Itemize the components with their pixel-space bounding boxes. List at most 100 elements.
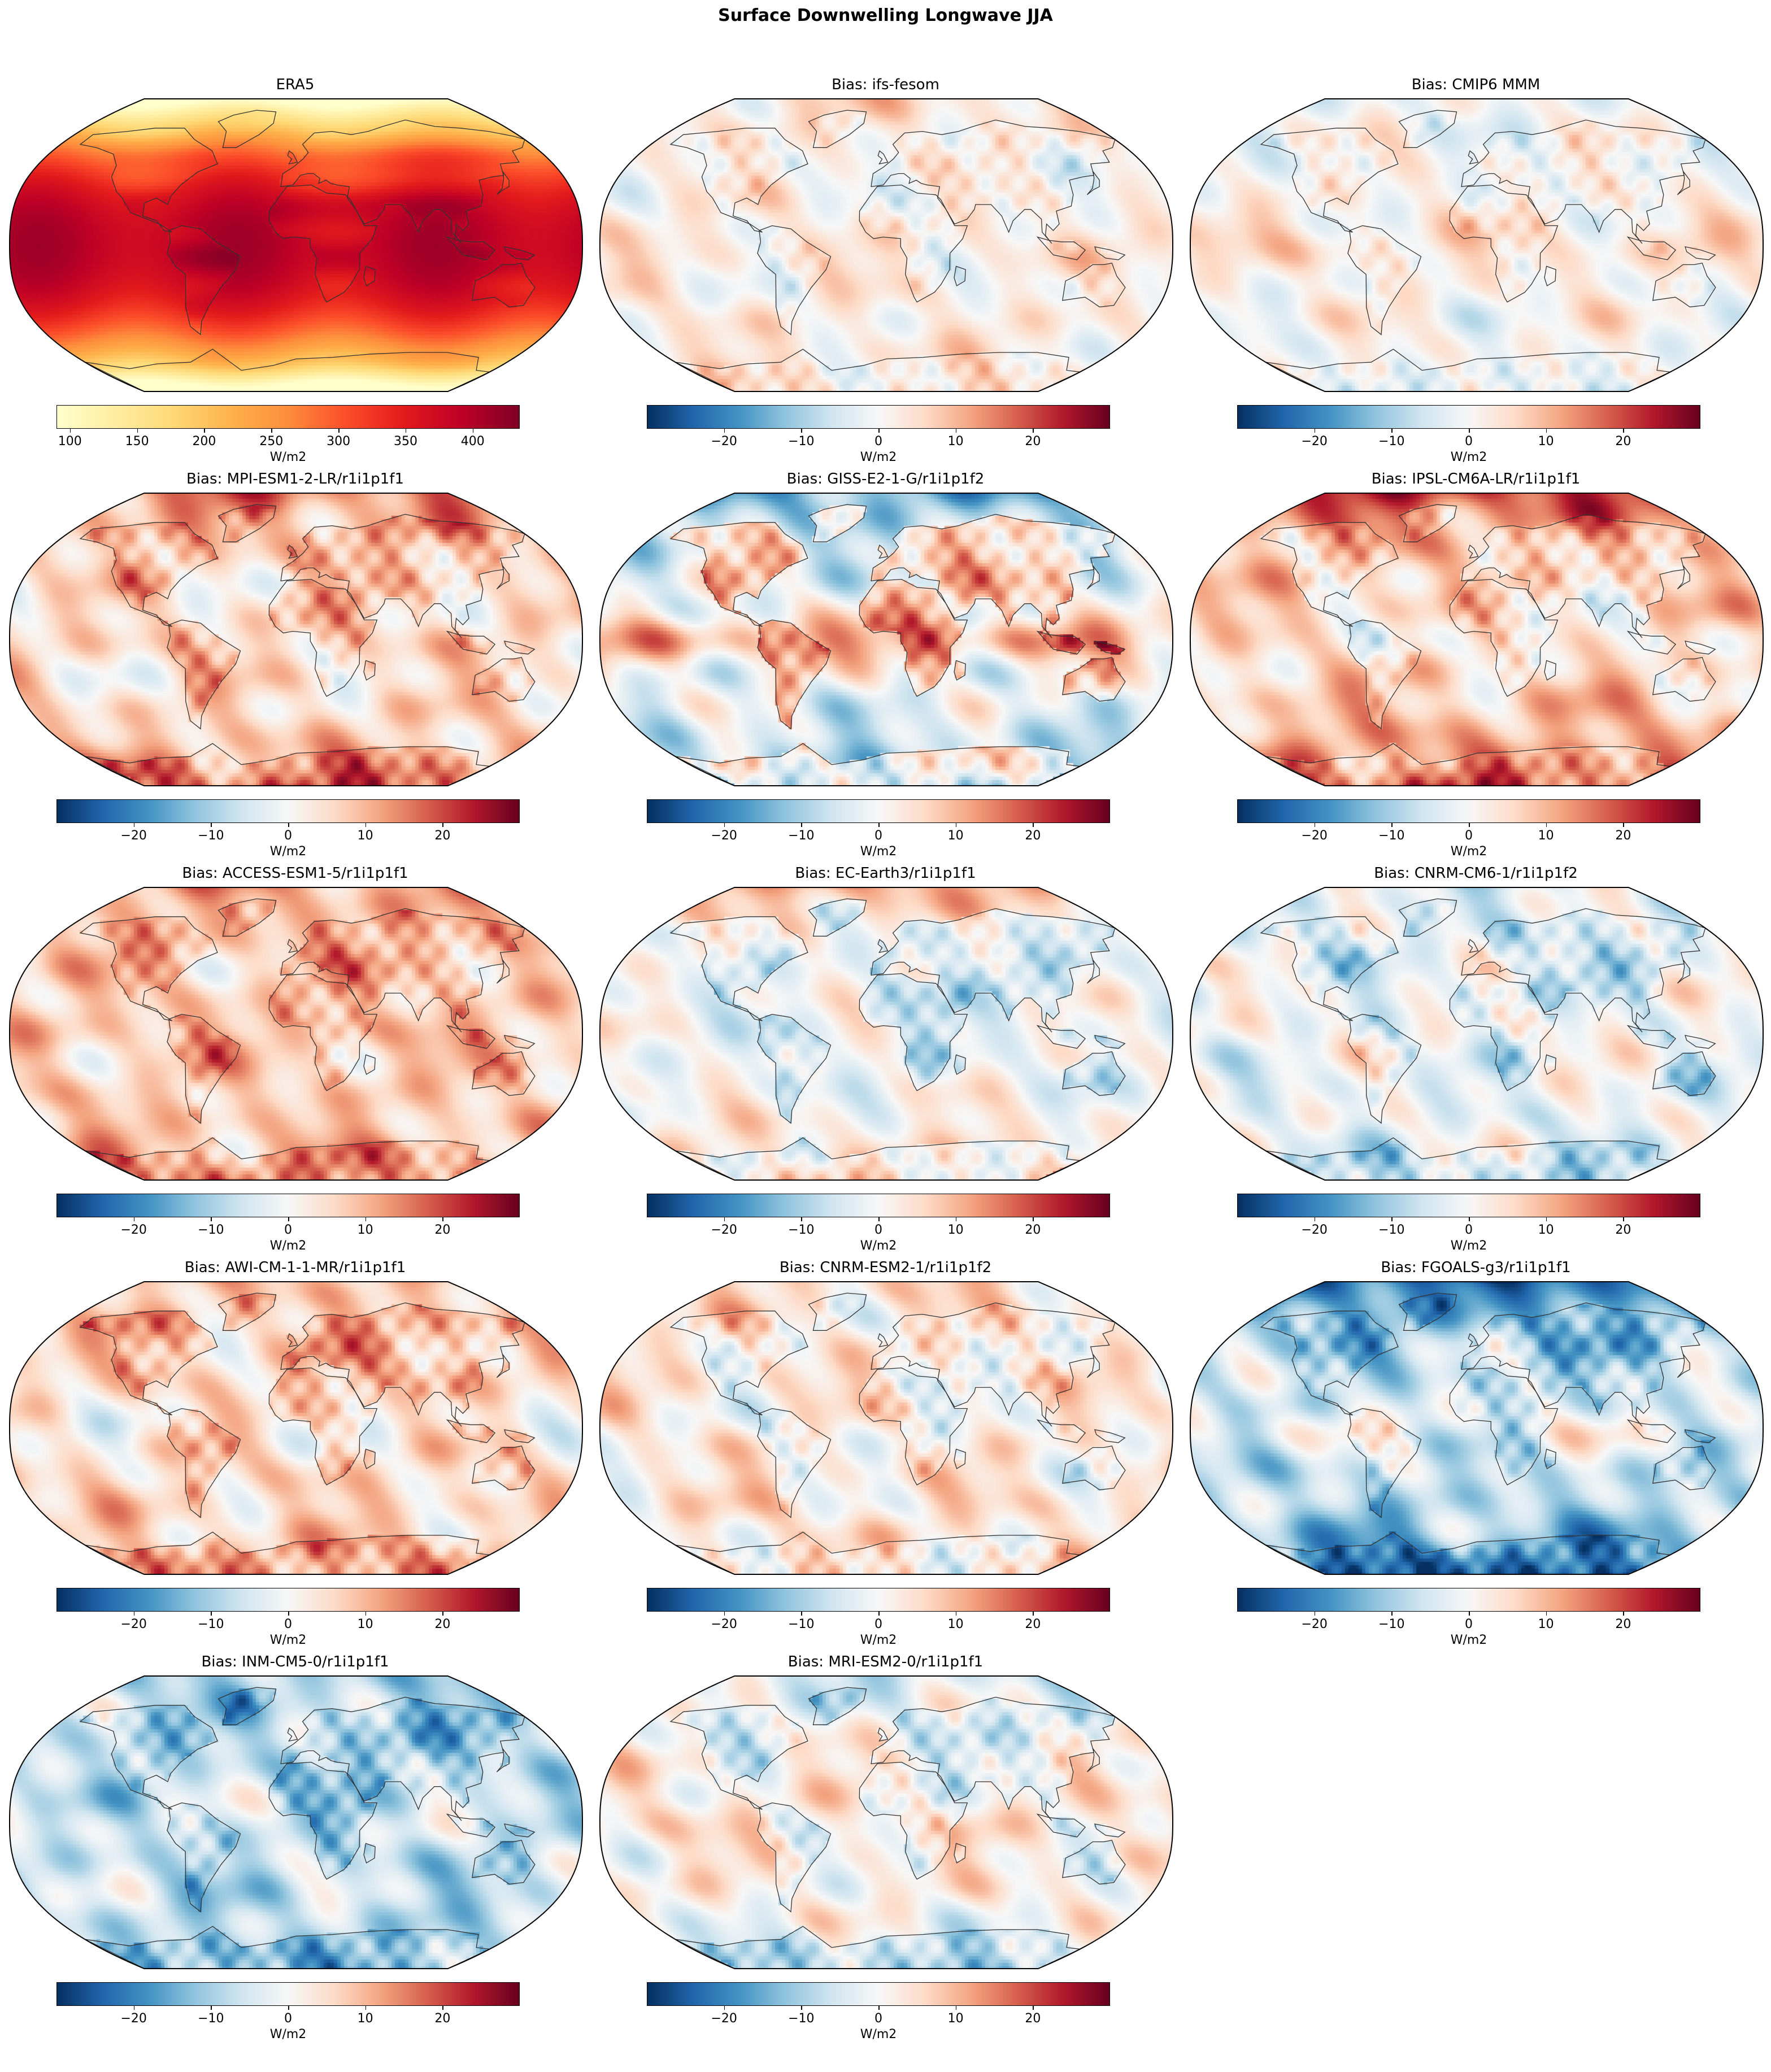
colorbar-tick-label: 10 xyxy=(1538,1617,1554,1631)
coastline-borneo-new-guinea xyxy=(1094,1429,1126,1443)
coastline-greenland xyxy=(1398,504,1457,542)
coastline-greenland xyxy=(808,1292,867,1331)
coastline-north-america xyxy=(669,1311,808,1416)
colorbar-tick xyxy=(1314,1217,1316,1221)
panel-access-esm1-5: Bias: ACCESS-ESM1-5/r1i1p1f1 −20 −10 0 10 20… xyxy=(0,859,590,1255)
colorbar-tick-label: 0 xyxy=(284,1223,292,1237)
coastline-africa xyxy=(1449,973,1559,1091)
panel-cnrm-cm6-1: Bias: CNRM-CM6-1/r1i1p1f2 −20 −10 0 10 20 W/m… xyxy=(1181,859,1771,1255)
map-frame xyxy=(1190,1281,1764,1575)
coastline-australia xyxy=(472,1051,536,1096)
colorbar-tick-label: 0 xyxy=(1465,1223,1473,1237)
colorbar-tick-label: 0 xyxy=(874,2012,882,2026)
panel-title: Bias: GISS-E2-1-G/r1i1p1f2 xyxy=(786,471,985,487)
panel-cmip6-mmm: Bias: CMIP6 MMM −20 −10 0 10 20 W/m2 xyxy=(1181,71,1771,466)
colorbar-tick-label: −20 xyxy=(120,1617,147,1631)
coastline-arabia-madagascar xyxy=(1544,1054,1556,1075)
coastline-uk xyxy=(877,938,889,954)
field-raster xyxy=(600,1282,1173,1574)
panel-ifs-fesom: Bias: ifs-fesom −20 −10 0 10 20 W/m2 xyxy=(590,71,1181,466)
coastline-uk xyxy=(877,1727,889,1742)
map-fgoals-g3 xyxy=(1190,1281,1764,1575)
coastline-indonesia xyxy=(1626,1419,1677,1443)
colorbar-tick xyxy=(878,822,880,827)
coastline-north-america xyxy=(669,128,808,233)
colorbar-tick-label: 250 xyxy=(259,434,284,449)
map-frame xyxy=(599,493,1173,786)
coastline-uk xyxy=(1468,938,1479,954)
colorbar-tick xyxy=(1469,428,1470,433)
coastline-japan xyxy=(496,959,510,984)
map-mri-esm2-0 xyxy=(599,1675,1173,1969)
map-ec-earth3 xyxy=(599,887,1173,1181)
colorbar-tick-label: 10 xyxy=(357,1223,373,1237)
map-frame xyxy=(9,1281,583,1575)
colorbar-tick-label: −10 xyxy=(788,829,815,843)
colorbar-tick-label: 0 xyxy=(284,2012,292,2026)
colorbar-bias: −20 −10 0 10 20 W/m2 xyxy=(1237,799,1700,859)
coastline-japan xyxy=(1086,1748,1100,1773)
colorbar-tick xyxy=(724,1611,725,1616)
colorbar-tick-label: −20 xyxy=(711,434,737,449)
colorbar-tick xyxy=(442,1217,443,1221)
colorbar-bias: −20 −10 0 10 20 W/m2 xyxy=(647,1588,1110,1647)
colorbar-tick xyxy=(442,822,443,827)
coastline-eurasia xyxy=(280,908,525,1033)
colorbar-bias: −20 −10 0 10 20 W/m2 xyxy=(1237,405,1700,464)
coastline-africa xyxy=(1449,1367,1559,1486)
panel-ipsl-cm6a-lr: Bias: IPSL-CM6A-LR/r1i1p1f1 −20 −10 0 10 20 W… xyxy=(1181,465,1771,860)
colorbar-tick-label: 20 xyxy=(1615,829,1631,843)
coastline-borneo-new-guinea xyxy=(504,1035,536,1049)
colorbar-tick-label: 20 xyxy=(1025,1617,1041,1631)
coastline-indonesia xyxy=(1036,236,1086,260)
coastline-australia xyxy=(1652,262,1716,308)
colorbar-tick-label: −10 xyxy=(1378,829,1405,843)
coastline-indonesia xyxy=(446,630,496,655)
coastline-south-america xyxy=(1347,619,1422,730)
field-raster xyxy=(10,99,582,391)
field-raster xyxy=(600,1676,1173,1969)
coastline-borneo-new-guinea xyxy=(504,1429,536,1443)
colorbar-gradient xyxy=(56,799,520,823)
colorbar-tick xyxy=(204,428,205,433)
coastline-borneo-new-guinea xyxy=(1094,1823,1126,1838)
coastline-south-america xyxy=(167,225,241,336)
coastline-north-america xyxy=(79,1705,218,1810)
colorbar-gradient xyxy=(1237,405,1700,429)
colorbar-tick xyxy=(1033,1611,1034,1616)
colorbar-tick-label: −20 xyxy=(1301,434,1328,449)
coastline-arabia-madagascar xyxy=(954,265,966,286)
map-frame xyxy=(9,887,583,1181)
panel-title: Bias: MPI-ESM1-2-LR/r1i1p1f1 xyxy=(186,471,404,487)
colorbar-tick xyxy=(405,428,407,433)
coastline-borneo-new-guinea xyxy=(1094,1035,1126,1049)
coastline-south-america xyxy=(167,1802,241,1913)
coastline-africa xyxy=(859,184,968,303)
colorbar-tick xyxy=(133,1611,135,1616)
colorbar-tick xyxy=(955,1611,957,1616)
colorbar-tick xyxy=(1391,428,1393,433)
colorbar-tick-label: −10 xyxy=(788,2012,815,2026)
colorbar-label: W/m2 xyxy=(1450,1633,1487,1647)
colorbar-tick xyxy=(1623,428,1624,433)
coastline-eurasia xyxy=(871,908,1116,1033)
coastline-greenland xyxy=(808,1687,867,1725)
coastline-borneo-new-guinea xyxy=(1685,641,1716,655)
coastline-arabia-madagascar xyxy=(363,660,376,681)
colorbar-label: W/m2 xyxy=(1450,845,1487,859)
colorbar-label: W/m2 xyxy=(269,450,307,464)
colorbar-tick xyxy=(878,2005,880,2010)
colorbar-tick xyxy=(1623,1611,1624,1616)
colorbar-tick-label: 100 xyxy=(58,434,82,449)
colorbar-tick xyxy=(211,2005,212,2010)
field-raster xyxy=(600,99,1173,391)
coastline-indonesia xyxy=(1626,630,1677,655)
colorbar-gradient xyxy=(56,1588,520,1612)
colorbar-tick-label: 10 xyxy=(947,434,964,449)
colorbar-label: W/m2 xyxy=(269,1633,307,1647)
coastline-south-america xyxy=(757,225,832,336)
coastline-arabia-madagascar xyxy=(954,1843,966,1864)
coastline-africa xyxy=(859,578,968,697)
colorbar-label: W/m2 xyxy=(269,2027,307,2041)
colorbar-tick xyxy=(1623,1217,1624,1221)
